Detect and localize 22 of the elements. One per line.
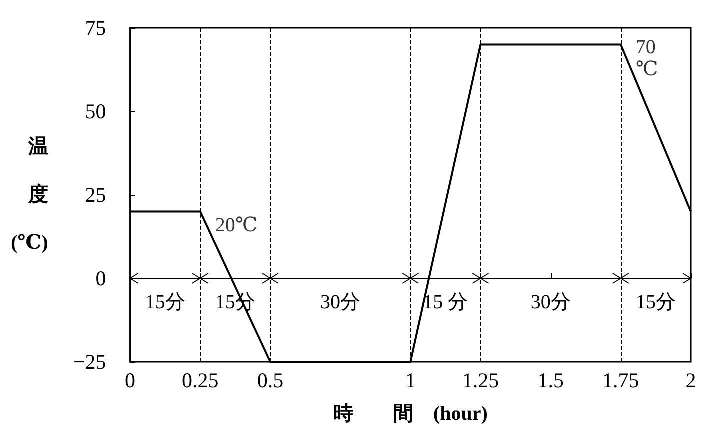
x-tick-label: 1.25	[462, 368, 500, 392]
x-tick-label: 0.25	[182, 368, 219, 392]
x-tick-label: 2	[686, 368, 696, 392]
annotation: 30分	[320, 292, 361, 314]
y-tick-label: 75	[85, 16, 106, 40]
text: 温度(℃)	[10, 136, 48, 254]
annotation: 15分	[145, 292, 186, 314]
annotation: 20℃	[215, 214, 258, 237]
annotation: 70 ℃	[636, 36, 658, 81]
x-tick-label: 1	[405, 368, 416, 392]
annotation: 15 分	[423, 292, 468, 314]
y-tick-label: 50	[85, 100, 106, 124]
y-tick-label: 25	[85, 183, 106, 207]
y-tick-label: −25	[73, 350, 106, 374]
x-axis-title: 時 間 (hour)	[333, 403, 488, 425]
annotation: 15分	[636, 292, 676, 314]
x-tick-label: 0	[125, 368, 136, 392]
annotation: 30分	[530, 292, 571, 314]
y-tick-label: 0	[96, 266, 106, 290]
x-tick-label: 1.5	[538, 368, 564, 392]
x-tick-label: 1.75	[602, 368, 640, 392]
x-tick-label: 0.5	[257, 368, 284, 392]
